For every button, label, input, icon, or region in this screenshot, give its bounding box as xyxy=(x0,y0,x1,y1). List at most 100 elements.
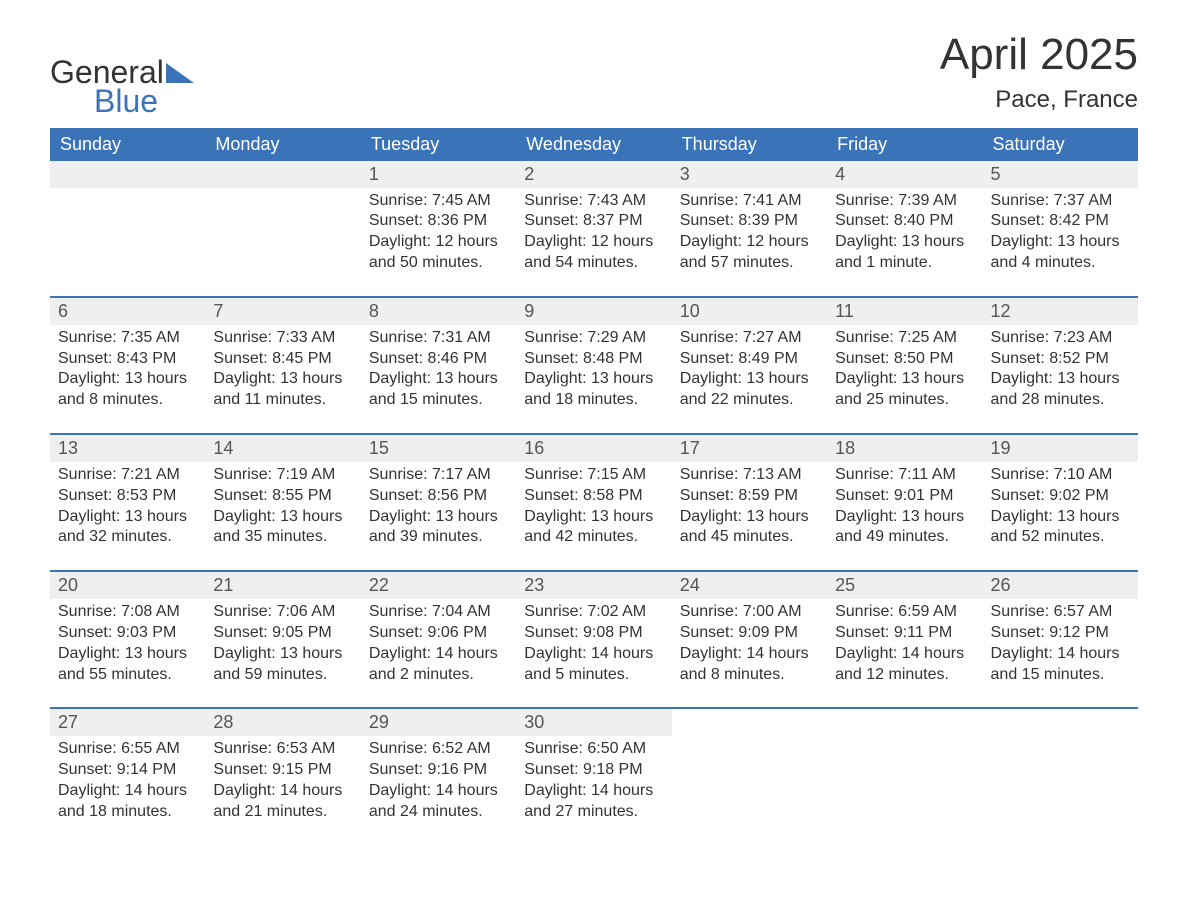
sunrise-text: Sunrise: 6:59 AM xyxy=(835,602,974,623)
calendar-cell-empty xyxy=(50,161,205,280)
sunrise-text: Sunrise: 7:43 AM xyxy=(524,191,663,212)
day-number: 26 xyxy=(983,572,1138,599)
calendar-cell: 1Sunrise: 7:45 AMSunset: 8:36 PMDaylight… xyxy=(361,161,516,280)
daylight-text-2: and 25 minutes. xyxy=(835,390,974,411)
daylight-text-2: and 55 minutes. xyxy=(58,665,197,686)
day-number: 27 xyxy=(50,709,205,736)
sunrise-text: Sunrise: 7:13 AM xyxy=(680,465,819,486)
daylight-text-1: Daylight: 13 hours xyxy=(835,232,974,253)
logo: General Blue xyxy=(50,30,194,116)
calendar-cell: 22Sunrise: 7:04 AMSunset: 9:06 PMDayligh… xyxy=(361,572,516,691)
sunset-text: Sunset: 9:15 PM xyxy=(213,760,352,781)
daylight-text-2: and 12 minutes. xyxy=(835,665,974,686)
daylight-text-2: and 18 minutes. xyxy=(58,802,197,823)
day-number: 19 xyxy=(983,435,1138,462)
day-body: Sunrise: 6:52 AMSunset: 9:16 PMDaylight:… xyxy=(361,736,516,828)
sunset-text: Sunset: 8:53 PM xyxy=(58,486,197,507)
sunrise-text: Sunrise: 7:37 AM xyxy=(991,191,1130,212)
day-body: Sunrise: 7:43 AMSunset: 8:37 PMDaylight:… xyxy=(516,188,671,280)
sunrise-text: Sunrise: 7:23 AM xyxy=(991,328,1130,349)
day-number xyxy=(672,709,827,736)
day-number: 14 xyxy=(205,435,360,462)
sunset-text: Sunset: 8:48 PM xyxy=(524,349,663,370)
day-body: Sunrise: 7:21 AMSunset: 8:53 PMDaylight:… xyxy=(50,462,205,554)
sunrise-text: Sunrise: 7:04 AM xyxy=(369,602,508,623)
day-number: 25 xyxy=(827,572,982,599)
calendar-cell: 7Sunrise: 7:33 AMSunset: 8:45 PMDaylight… xyxy=(205,298,360,417)
sunset-text: Sunset: 9:18 PM xyxy=(524,760,663,781)
daylight-text-2: and 2 minutes. xyxy=(369,665,508,686)
daylight-text-2: and 50 minutes. xyxy=(369,253,508,274)
day-number: 30 xyxy=(516,709,671,736)
calendar-cell: 11Sunrise: 7:25 AMSunset: 8:50 PMDayligh… xyxy=(827,298,982,417)
calendar-cell: 24Sunrise: 7:00 AMSunset: 9:09 PMDayligh… xyxy=(672,572,827,691)
daylight-text-1: Daylight: 13 hours xyxy=(58,644,197,665)
calendar-cell: 26Sunrise: 6:57 AMSunset: 9:12 PMDayligh… xyxy=(983,572,1138,691)
day-number: 13 xyxy=(50,435,205,462)
sunset-text: Sunset: 8:55 PM xyxy=(213,486,352,507)
daylight-text-1: Daylight: 12 hours xyxy=(680,232,819,253)
day-number: 7 xyxy=(205,298,360,325)
sunset-text: Sunset: 8:39 PM xyxy=(680,211,819,232)
daylight-text-1: Daylight: 14 hours xyxy=(524,781,663,802)
day-number: 18 xyxy=(827,435,982,462)
calendar-cell-empty xyxy=(827,709,982,828)
day-number: 8 xyxy=(361,298,516,325)
day-number: 3 xyxy=(672,161,827,188)
day-number xyxy=(205,161,360,188)
daylight-text-1: Daylight: 13 hours xyxy=(524,369,663,390)
day-number: 16 xyxy=(516,435,671,462)
logo-word2: Blue xyxy=(50,83,158,119)
calendar-cell: 27Sunrise: 6:55 AMSunset: 9:14 PMDayligh… xyxy=(50,709,205,828)
daylight-text-1: Daylight: 13 hours xyxy=(369,507,508,528)
calendar-cell: 15Sunrise: 7:17 AMSunset: 8:56 PMDayligh… xyxy=(361,435,516,554)
day-body: Sunrise: 7:04 AMSunset: 9:06 PMDaylight:… xyxy=(361,599,516,691)
day-number: 15 xyxy=(361,435,516,462)
daylight-text-2: and 8 minutes. xyxy=(680,665,819,686)
day-body: Sunrise: 7:23 AMSunset: 8:52 PMDaylight:… xyxy=(983,325,1138,417)
daylight-text-1: Daylight: 12 hours xyxy=(524,232,663,253)
daylight-text-1: Daylight: 14 hours xyxy=(680,644,819,665)
calendar-cell: 17Sunrise: 7:13 AMSunset: 8:59 PMDayligh… xyxy=(672,435,827,554)
sunrise-text: Sunrise: 6:55 AM xyxy=(58,739,197,760)
calendar-cell: 28Sunrise: 6:53 AMSunset: 9:15 PMDayligh… xyxy=(205,709,360,828)
sunrise-text: Sunrise: 7:25 AM xyxy=(835,328,974,349)
sunset-text: Sunset: 8:52 PM xyxy=(991,349,1130,370)
sunset-text: Sunset: 8:42 PM xyxy=(991,211,1130,232)
sunrise-text: Sunrise: 7:29 AM xyxy=(524,328,663,349)
calendar-cell: 3Sunrise: 7:41 AMSunset: 8:39 PMDaylight… xyxy=(672,161,827,280)
calendar-cell: 8Sunrise: 7:31 AMSunset: 8:46 PMDaylight… xyxy=(361,298,516,417)
calendar-cell: 14Sunrise: 7:19 AMSunset: 8:55 PMDayligh… xyxy=(205,435,360,554)
calendar-cell: 19Sunrise: 7:10 AMSunset: 9:02 PMDayligh… xyxy=(983,435,1138,554)
calendar-cell: 20Sunrise: 7:08 AMSunset: 9:03 PMDayligh… xyxy=(50,572,205,691)
week-row: 20Sunrise: 7:08 AMSunset: 9:03 PMDayligh… xyxy=(50,570,1138,691)
daylight-text-1: Daylight: 13 hours xyxy=(991,507,1130,528)
day-body: Sunrise: 7:13 AMSunset: 8:59 PMDaylight:… xyxy=(672,462,827,554)
day-body: Sunrise: 7:31 AMSunset: 8:46 PMDaylight:… xyxy=(361,325,516,417)
day-body: Sunrise: 7:37 AMSunset: 8:42 PMDaylight:… xyxy=(983,188,1138,280)
daylight-text-1: Daylight: 14 hours xyxy=(213,781,352,802)
daylight-text-2: and 21 minutes. xyxy=(213,802,352,823)
sunrise-text: Sunrise: 7:08 AM xyxy=(58,602,197,623)
week-row: 27Sunrise: 6:55 AMSunset: 9:14 PMDayligh… xyxy=(50,707,1138,828)
day-number: 23 xyxy=(516,572,671,599)
daylight-text-2: and 5 minutes. xyxy=(524,665,663,686)
sunset-text: Sunset: 8:36 PM xyxy=(369,211,508,232)
day-body: Sunrise: 7:19 AMSunset: 8:55 PMDaylight:… xyxy=(205,462,360,554)
day-number: 24 xyxy=(672,572,827,599)
calendar-cell-empty xyxy=(672,709,827,828)
sunrise-text: Sunrise: 7:19 AM xyxy=(213,465,352,486)
calendar: SundayMondayTuesdayWednesdayThursdayFrid… xyxy=(50,128,1138,829)
calendar-cell: 4Sunrise: 7:39 AMSunset: 8:40 PMDaylight… xyxy=(827,161,982,280)
sunrise-text: Sunrise: 7:06 AM xyxy=(213,602,352,623)
week-row: 13Sunrise: 7:21 AMSunset: 8:53 PMDayligh… xyxy=(50,433,1138,554)
day-number: 4 xyxy=(827,161,982,188)
daylight-text-1: Daylight: 13 hours xyxy=(680,369,819,390)
daylight-text-2: and 57 minutes. xyxy=(680,253,819,274)
sunrise-text: Sunrise: 7:27 AM xyxy=(680,328,819,349)
day-number: 6 xyxy=(50,298,205,325)
sunset-text: Sunset: 8:49 PM xyxy=(680,349,819,370)
calendar-cell: 21Sunrise: 7:06 AMSunset: 9:05 PMDayligh… xyxy=(205,572,360,691)
daylight-text-1: Daylight: 13 hours xyxy=(213,644,352,665)
weeks-container: 1Sunrise: 7:45 AMSunset: 8:36 PMDaylight… xyxy=(50,161,1138,829)
